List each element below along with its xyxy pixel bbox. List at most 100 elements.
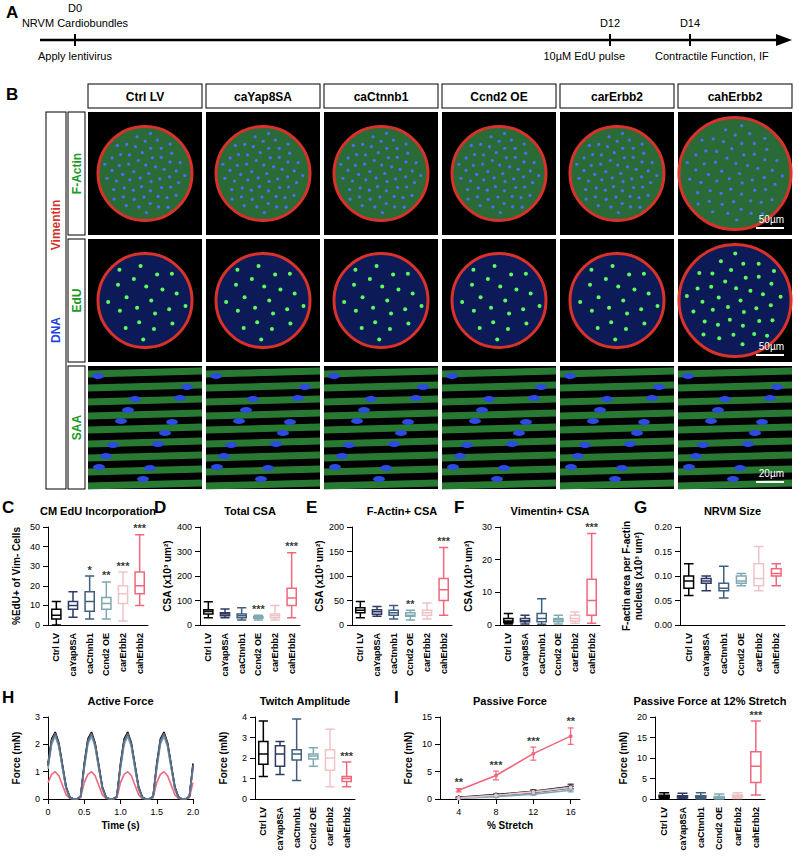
svg-text:***: *** (285, 540, 299, 552)
svg-text:0.5: 0.5 (78, 807, 91, 817)
svg-text:CSA (x10³ um²): CSA (x10³ um²) (314, 540, 325, 611)
svg-text:CM EdU Incorporation: CM EdU Incorporation (40, 505, 156, 517)
svg-text:15: 15 (422, 712, 432, 722)
svg-text:0: 0 (187, 620, 192, 630)
svg-text:Ccnd2 OE: Ccnd2 OE (470, 90, 527, 104)
svg-text:4: 4 (456, 807, 461, 817)
svg-text:Passive Force: Passive Force (473, 695, 547, 707)
svg-text:0: 0 (339, 620, 344, 630)
svg-text:0: 0 (35, 620, 40, 630)
svg-text:20: 20 (30, 581, 40, 591)
svg-text:0.20: 0.20 (654, 522, 672, 532)
svg-text:carErbb2: carErbb2 (754, 633, 764, 672)
svg-text:Active Force: Active Force (87, 695, 153, 707)
svg-text:Ctrl LV: Ctrl LV (258, 807, 268, 836)
svg-text:C: C (2, 498, 14, 517)
svg-text:**: ** (566, 715, 575, 727)
svg-text:2.0: 2.0 (187, 807, 200, 817)
svg-text:cahErbb2: cahErbb2 (439, 633, 449, 674)
svg-text:NRVM Cardiobundles: NRVM Cardiobundles (22, 17, 129, 29)
svg-text:cahErbb2: cahErbb2 (287, 633, 297, 674)
svg-text:carErbb2: carErbb2 (325, 807, 335, 846)
svg-text:0: 0 (642, 794, 647, 804)
svg-text:D: D (154, 498, 166, 517)
svg-text:caCtnnb1: caCtnnb1 (389, 633, 399, 674)
svg-text:carErbb2: carErbb2 (570, 633, 580, 672)
svg-text:0.10: 0.10 (654, 571, 672, 581)
svg-text:20: 20 (482, 555, 492, 565)
svg-text:200: 200 (177, 571, 192, 581)
svg-text:A: A (6, 3, 18, 22)
svg-text:0: 0 (487, 620, 492, 630)
svg-text:Ccnd2 OE: Ccnd2 OE (405, 633, 415, 676)
svg-text:Ctrl LV: Ctrl LV (503, 633, 513, 662)
svg-text:*: * (88, 564, 93, 576)
svg-text:caYap8SA: caYap8SA (372, 633, 382, 677)
svg-text:F: F (454, 498, 464, 517)
svg-text:5: 5 (642, 774, 647, 784)
svg-text:5: 5 (427, 767, 432, 777)
svg-text:I: I (394, 688, 399, 707)
svg-text:Ctrl LV: Ctrl LV (126, 90, 164, 104)
svg-text:15: 15 (637, 733, 647, 743)
svg-text:CSA (x10³ um²): CSA (x10³ um²) (463, 540, 474, 611)
svg-text:D12: D12 (600, 17, 620, 29)
svg-text:20: 20 (637, 712, 647, 722)
svg-text:3: 3 (242, 733, 247, 743)
svg-text:10: 10 (482, 587, 492, 597)
svg-text:caYap8SA: caYap8SA (234, 90, 292, 104)
svg-text:caCtnnb1: caCtnnb1 (85, 633, 95, 674)
svg-text:CSA (x10³ um²): CSA (x10³ um²) (162, 540, 173, 611)
svg-text:2: 2 (35, 739, 40, 749)
svg-text:Ccnd2 OE: Ccnd2 OE (714, 807, 724, 850)
svg-text:150: 150 (329, 547, 344, 557)
svg-text:caCtnnb1: caCtnnb1 (537, 633, 547, 674)
svg-text:***: *** (252, 603, 266, 615)
svg-text:200: 200 (329, 522, 344, 532)
svg-text:caCtnnb1: caCtnnb1 (237, 633, 247, 674)
svg-text:40: 40 (30, 542, 40, 552)
svg-text:caYap8SA: caYap8SA (275, 807, 285, 851)
svg-text:Contractile Function, IF: Contractile Function, IF (655, 50, 769, 62)
svg-text:caYap8SA: caYap8SA (520, 633, 530, 677)
svg-text:B: B (6, 85, 18, 104)
svg-text:16: 16 (566, 807, 576, 817)
svg-text:Ctrl LV: Ctrl LV (203, 633, 213, 662)
svg-text:SAA: SAA (70, 415, 84, 441)
svg-text:Ccnd2 OE: Ccnd2 OE (736, 633, 746, 676)
svg-text:Vimentin+ CSA: Vimentin+ CSA (511, 505, 590, 517)
svg-text:***: *** (437, 535, 451, 547)
svg-text:0.15: 0.15 (654, 547, 672, 557)
svg-text:cahErbb2: cahErbb2 (751, 807, 761, 848)
svg-text:100: 100 (177, 596, 192, 606)
svg-text:Ctrl LV: Ctrl LV (51, 633, 61, 662)
svg-text:Ctrl LV: Ctrl LV (355, 633, 365, 662)
svg-text:caCtnnb1: caCtnnb1 (292, 807, 302, 848)
svg-text:**: ** (454, 776, 463, 788)
svg-text:8: 8 (493, 807, 498, 817)
svg-text:cahErbb2: cahErbb2 (342, 807, 352, 848)
svg-text:300: 300 (177, 547, 192, 557)
svg-text:1.0: 1.0 (114, 807, 127, 817)
svg-text:1.5: 1.5 (150, 807, 163, 817)
svg-text:0: 0 (242, 794, 247, 804)
svg-text:10µM EdU pulse: 10µM EdU pulse (543, 50, 625, 62)
svg-text:Force (mN): Force (mN) (11, 732, 22, 785)
svg-text:***: *** (490, 759, 504, 771)
svg-text:caYap8SA: caYap8SA (220, 633, 230, 677)
svg-text:30: 30 (482, 522, 492, 532)
svg-text:0: 0 (35, 794, 40, 804)
svg-text:Ccnd2 OE: Ccnd2 OE (101, 633, 111, 676)
svg-text:***: *** (527, 735, 541, 747)
svg-text:***: *** (117, 560, 131, 572)
svg-text:12: 12 (528, 807, 538, 817)
svg-text:**: ** (406, 598, 415, 610)
svg-text:3: 3 (35, 712, 40, 722)
svg-text:Time (s): Time (s) (101, 820, 139, 831)
svg-text:Vimentin: Vimentin (49, 200, 63, 250)
svg-text:F-Actin: F-Actin (70, 153, 84, 194)
svg-text:nucleus (x10³ um²): nucleus (x10³ um²) (633, 532, 644, 620)
svg-text:caCtnnb1: caCtnnb1 (719, 633, 729, 674)
svg-text:10: 10 (637, 753, 647, 763)
svg-text:%EdU+ of Vim- Cells: %EdU+ of Vim- Cells (11, 527, 22, 625)
